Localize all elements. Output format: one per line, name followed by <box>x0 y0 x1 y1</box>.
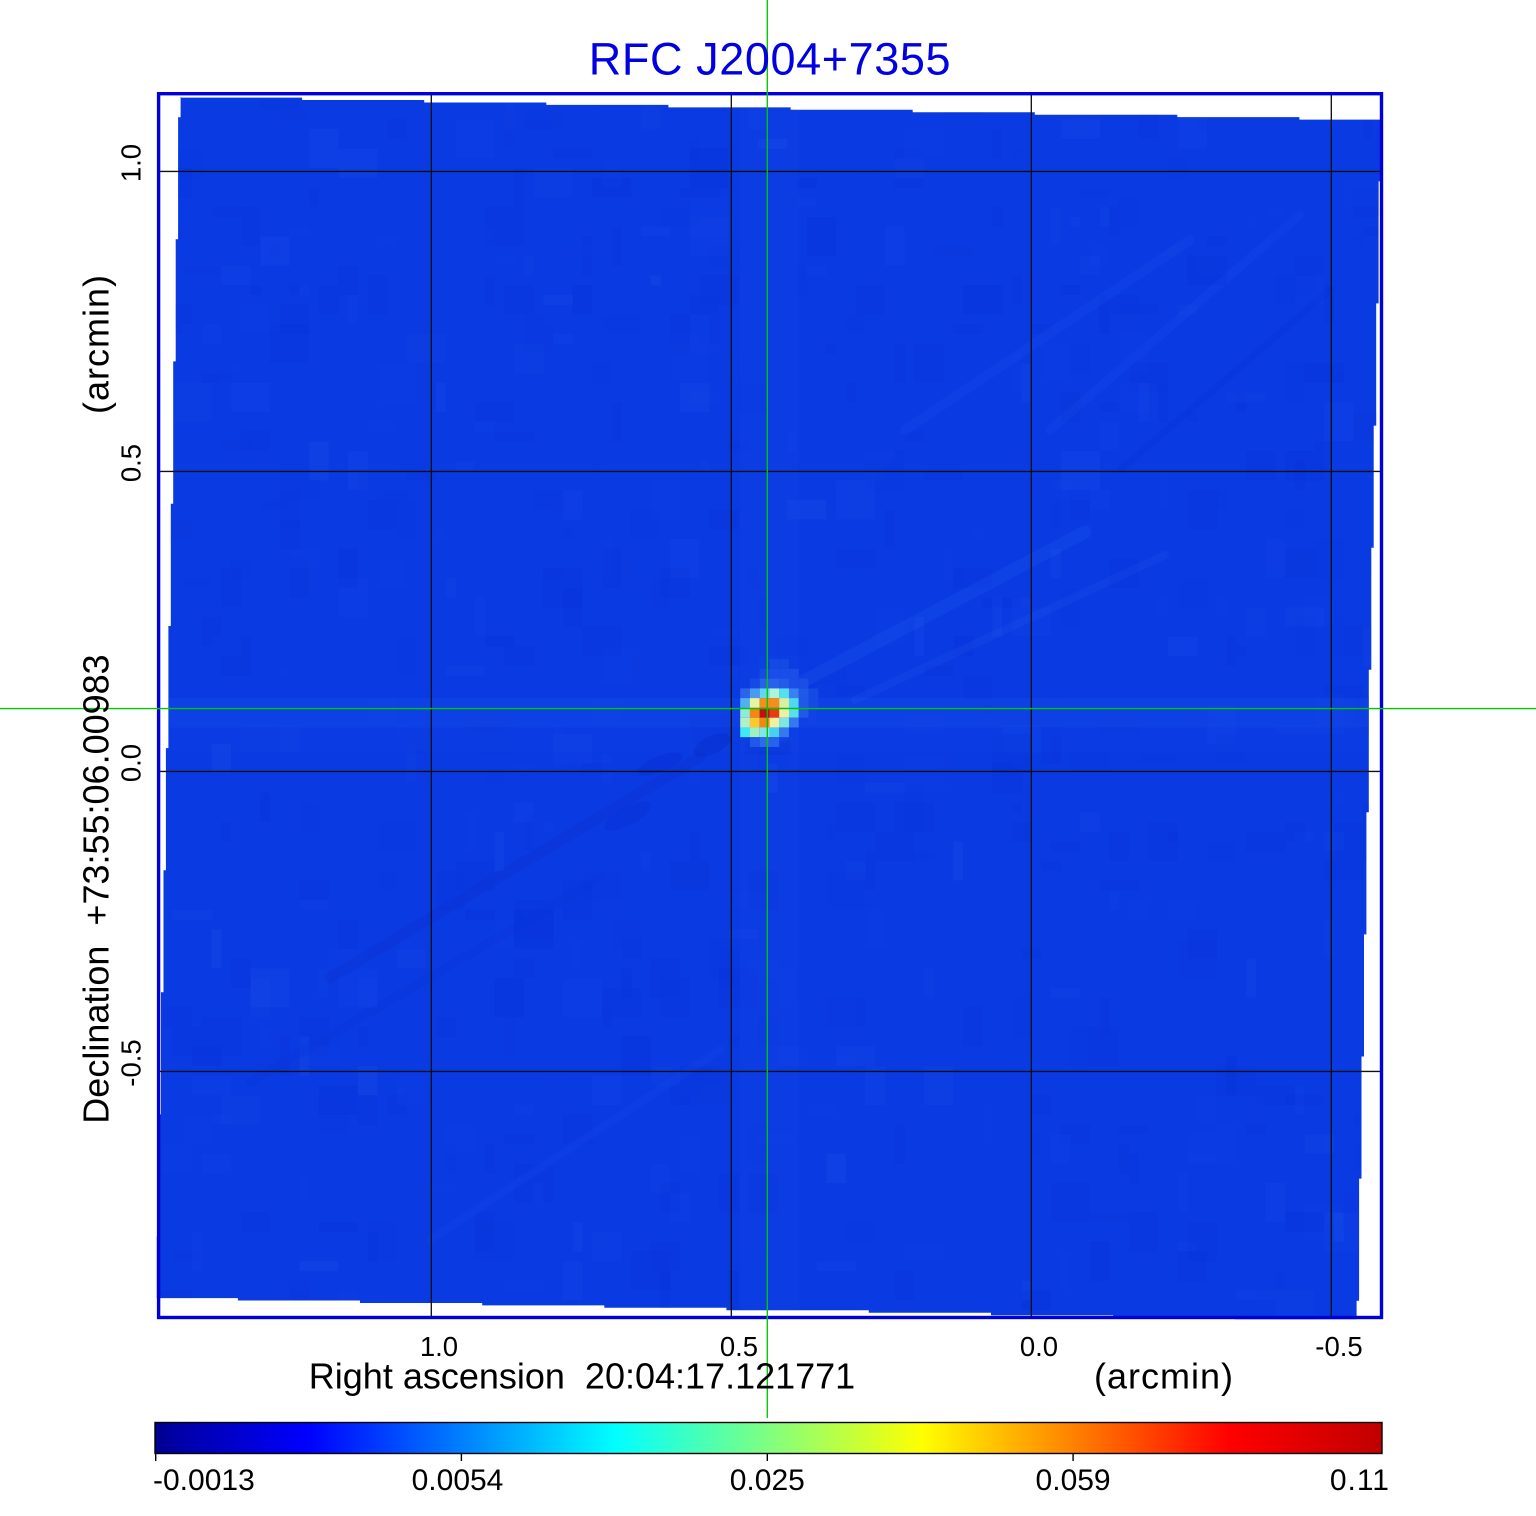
svg-text:(arcmin): (arcmin) <box>1094 1356 1234 1397</box>
svg-text:0.0: 0.0 <box>1020 1331 1058 1362</box>
svg-text:0.0: 0.0 <box>116 744 147 782</box>
svg-text:(arcmin): (arcmin) <box>76 274 117 414</box>
svg-text:0.5: 0.5 <box>116 444 147 482</box>
svg-text:-0.5: -0.5 <box>116 1039 147 1086</box>
svg-text:0.0054: 0.0054 <box>412 1464 504 1497</box>
svg-text:0.11: 0.11 <box>1330 1464 1390 1497</box>
svg-text:Right ascension 20:04:17.1217: Right ascension 20:04:17.121771 <box>309 1356 855 1397</box>
svg-text:-0.0013: -0.0013 <box>153 1464 255 1497</box>
svg-text:-0.5: -0.5 <box>1315 1331 1362 1362</box>
svg-text:0.025: 0.025 <box>730 1464 805 1497</box>
svg-text:RFC J2004+7355: RFC J2004+7355 <box>589 34 951 85</box>
svg-text:0.059: 0.059 <box>1036 1464 1111 1497</box>
svg-text:1.0: 1.0 <box>420 1331 458 1362</box>
svg-text:0.5: 0.5 <box>720 1331 758 1362</box>
svg-text:Declination +73:55:06.00983: Declination +73:55:06.00983 <box>76 654 117 1123</box>
svg-text:1.0: 1.0 <box>116 144 147 182</box>
